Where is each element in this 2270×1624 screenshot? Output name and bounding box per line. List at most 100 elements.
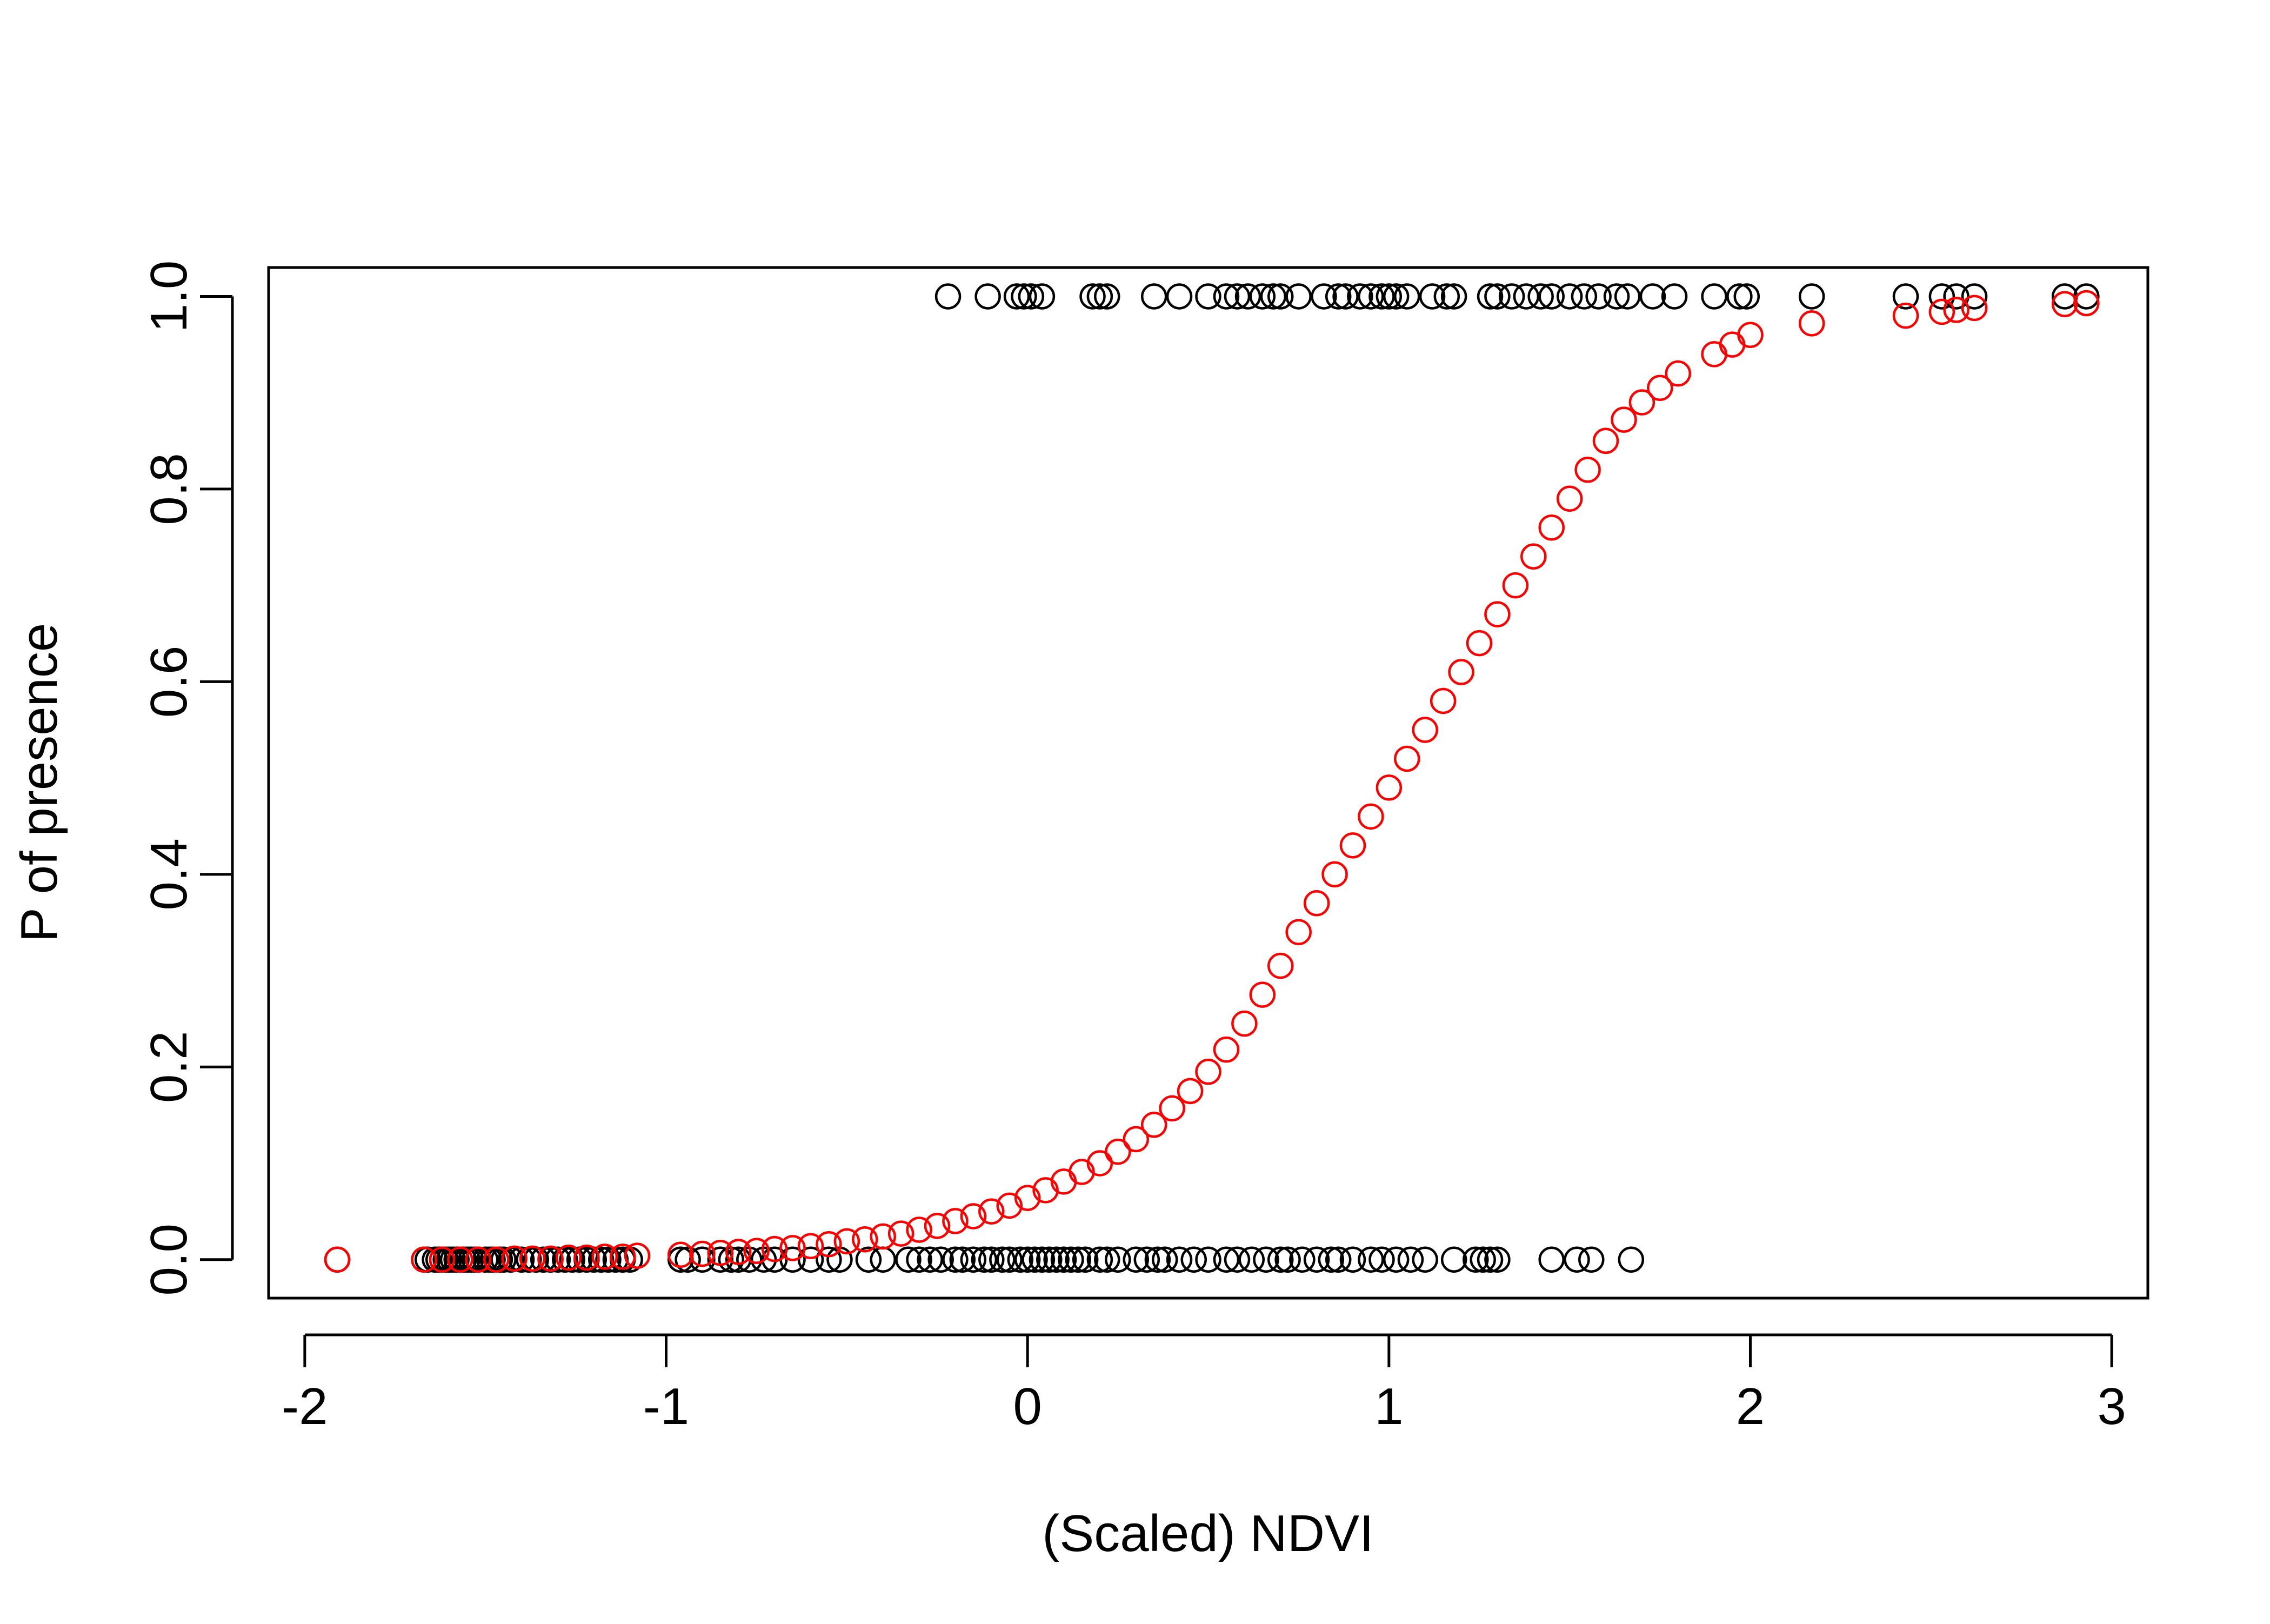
observed-point bbox=[1036, 1246, 1063, 1273]
observed-point bbox=[552, 1246, 578, 1273]
observed-point bbox=[1079, 283, 1106, 310]
fitted-point bbox=[1105, 1138, 1131, 1165]
fitted-point bbox=[761, 1235, 788, 1262]
fitted-point bbox=[1303, 890, 1330, 917]
observed-point bbox=[1358, 1246, 1384, 1273]
observed-point bbox=[1003, 283, 1030, 310]
observed-point bbox=[974, 283, 1001, 310]
fitted-point bbox=[624, 1242, 651, 1269]
data-points bbox=[324, 283, 2100, 1273]
observed-point bbox=[797, 1246, 824, 1273]
observed-point bbox=[1726, 283, 1753, 310]
observed-point bbox=[1166, 283, 1193, 310]
observed-point bbox=[1014, 1246, 1041, 1273]
observed-point bbox=[1556, 283, 1583, 310]
observed-point bbox=[1303, 1246, 1330, 1273]
observed-point bbox=[1614, 283, 1641, 310]
fitted-point bbox=[465, 1246, 492, 1273]
fitted-point bbox=[1123, 1126, 1150, 1153]
observed-point bbox=[1368, 283, 1395, 310]
fitted-point bbox=[1592, 427, 1619, 455]
observed-point bbox=[1639, 283, 1666, 310]
y-axis: 0.0 0.2 0.4 0.6 0.8 1.0 bbox=[140, 260, 234, 1295]
fitted-point bbox=[1892, 302, 1919, 329]
fitted-point bbox=[725, 1239, 752, 1265]
fitted-point bbox=[667, 1241, 694, 1268]
fitted-point bbox=[689, 1240, 716, 1267]
observed-point bbox=[906, 1246, 932, 1273]
fitted-point bbox=[996, 1192, 1023, 1219]
observed-point bbox=[1195, 283, 1221, 310]
fitted-point bbox=[707, 1239, 734, 1266]
fitted-point bbox=[1961, 295, 1988, 322]
observed-point bbox=[1368, 1246, 1395, 1273]
observed-point bbox=[1440, 1246, 1467, 1273]
fitted-point bbox=[1430, 687, 1457, 714]
observed-point bbox=[1086, 283, 1113, 310]
observed-point bbox=[1484, 283, 1511, 310]
x-tick-label: -1 bbox=[643, 1378, 689, 1435]
fitted-point bbox=[1358, 803, 1384, 830]
fitted-point bbox=[1069, 1159, 1095, 1185]
observed-point bbox=[1180, 1246, 1207, 1273]
observed-point bbox=[1376, 283, 1403, 310]
observed-point bbox=[1260, 283, 1287, 310]
fitted-point bbox=[447, 1246, 473, 1273]
fitted-point bbox=[483, 1246, 510, 1273]
observed-point bbox=[1195, 1246, 1221, 1273]
observed-point bbox=[1538, 1246, 1565, 1273]
observed-point bbox=[1224, 283, 1251, 310]
observed-point bbox=[978, 1246, 1005, 1273]
fitted-point bbox=[537, 1245, 564, 1272]
fitted-point bbox=[816, 1231, 842, 1258]
observed-point bbox=[1058, 1246, 1084, 1273]
observed-point bbox=[1564, 1246, 1590, 1273]
observed-point bbox=[1065, 1246, 1092, 1273]
observed-point bbox=[989, 1246, 1016, 1273]
fitted-point bbox=[591, 1244, 618, 1270]
observed-point bbox=[1578, 1246, 1605, 1273]
observed-point bbox=[942, 1246, 969, 1273]
observed-point bbox=[1050, 1246, 1077, 1273]
fitted-point bbox=[1943, 297, 1969, 323]
observed-point bbox=[1011, 283, 1037, 310]
x-tick-label: 3 bbox=[2097, 1378, 2126, 1435]
fitted-point bbox=[429, 1246, 456, 1273]
observed-point bbox=[1144, 1246, 1171, 1273]
fitted-point bbox=[1520, 543, 1547, 570]
fitted-point bbox=[1719, 331, 1746, 358]
fitted-point bbox=[501, 1245, 528, 1272]
observed-point bbox=[1213, 283, 1240, 310]
observed-point bbox=[1892, 283, 1919, 310]
observed-point bbox=[1253, 1246, 1279, 1273]
observed-point bbox=[707, 1246, 734, 1273]
observed-point bbox=[1105, 1246, 1131, 1273]
fitted-point bbox=[1394, 745, 1420, 772]
fitted-point bbox=[1195, 1058, 1221, 1085]
observed-point bbox=[1433, 283, 1460, 310]
observed-point bbox=[1152, 1246, 1178, 1273]
observed-point bbox=[1086, 1246, 1113, 1273]
observed-point bbox=[1274, 1246, 1301, 1273]
fitted-point bbox=[1538, 514, 1565, 541]
y-tick-label: 1.0 bbox=[140, 260, 198, 332]
observed-point bbox=[1618, 1246, 1645, 1273]
fitted-point bbox=[1014, 1185, 1041, 1211]
observed-point bbox=[1213, 1246, 1240, 1273]
fitted-point bbox=[978, 1198, 1005, 1225]
fitted-point bbox=[1665, 360, 1691, 387]
observed-point bbox=[1498, 283, 1525, 310]
fitted-point bbox=[1448, 659, 1474, 685]
observed-point bbox=[1470, 1246, 1496, 1273]
observed-point bbox=[1585, 283, 1612, 310]
fitted-point bbox=[1140, 1111, 1167, 1138]
observed-point bbox=[1007, 1246, 1034, 1273]
fitted-point bbox=[1339, 832, 1366, 859]
observed-point bbox=[1166, 1246, 1193, 1273]
fitted-point bbox=[1928, 298, 1955, 325]
observed-point bbox=[927, 1246, 954, 1273]
observed-point bbox=[1513, 283, 1540, 310]
x-axis: -2 -1 0 1 2 3 bbox=[282, 1333, 2126, 1435]
